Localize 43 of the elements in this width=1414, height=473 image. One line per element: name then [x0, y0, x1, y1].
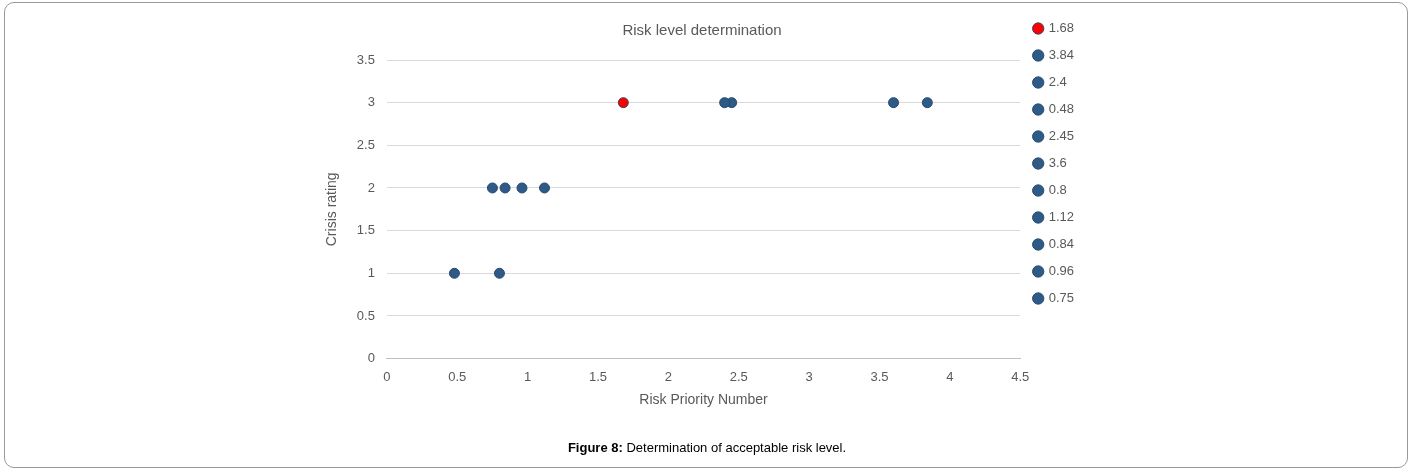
point — [486, 182, 498, 194]
x-tick-label: 0 — [383, 368, 391, 384]
point — [493, 267, 505, 279]
point — [448, 267, 460, 279]
legend-label: 3.6 — [1048, 155, 1067, 171]
point — [719, 97, 731, 109]
x-tick-label: 2 — [664, 368, 672, 384]
point — [921, 97, 933, 109]
y-tick-label: 3.5 — [356, 51, 375, 67]
point — [617, 97, 629, 109]
x-tick-label: 1 — [523, 368, 532, 384]
x-tick-label: 3.5 — [870, 368, 889, 384]
y-tick-label: 2.5 — [356, 136, 375, 152]
x-tick-label: 1.5 — [588, 368, 608, 384]
legend-label: 1.68 — [1048, 20, 1075, 36]
chart-title: Risk level determination — [622, 21, 782, 39]
legend-label: 1.12 — [1048, 209, 1075, 225]
legend-label: 0.84 — [1048, 236, 1075, 252]
legend-label: 3.84 — [1048, 47, 1075, 63]
x-tick-label: 2.5 — [729, 368, 748, 384]
x-axis-title: Risk Priority Number — [639, 391, 769, 408]
x-tick-label: 4.5 — [1011, 368, 1030, 384]
y-tick-label: 2 — [367, 179, 375, 195]
legend-label: 0.96 — [1048, 263, 1075, 279]
legend-label: 2.45 — [1048, 128, 1075, 144]
legend-label: 2.4 — [1048, 74, 1067, 90]
x-tick-label: 3 — [805, 368, 813, 384]
y-axis-title: Crisis rating — [323, 172, 340, 247]
point — [888, 97, 900, 109]
y-tick-label: 1 — [367, 264, 375, 280]
point — [516, 182, 528, 194]
y-tick-label: 1.5 — [356, 222, 375, 238]
y-tick-label: 0.5 — [356, 307, 375, 323]
caption: Figure 8: Determination of acceptable risk level. — [566, 440, 848, 455]
point — [499, 182, 511, 194]
y-tick-label: 3 — [367, 94, 375, 110]
legend-label: 0.8 — [1048, 182, 1067, 198]
y-tick-label: 0 — [367, 350, 375, 366]
point — [539, 182, 550, 194]
legend-label: 0.75 — [1048, 290, 1075, 306]
x-tick-label: 0.5 — [448, 368, 467, 384]
legend-label: 0.48 — [1048, 101, 1075, 117]
x-tick-label: 4 — [946, 368, 954, 384]
